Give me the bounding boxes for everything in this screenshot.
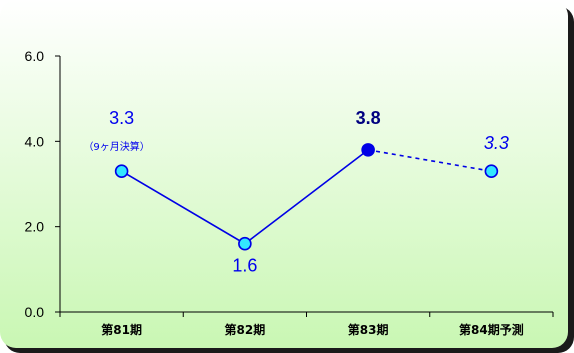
x-tick-label: 第83期 (348, 322, 389, 337)
y-tick-label: 0.0 (25, 304, 45, 320)
data-label: 1.6 (232, 256, 257, 276)
data-label: 3.3 (109, 108, 134, 128)
x-tick-label: 第81期 (101, 322, 142, 337)
y-tick-label: 2.0 (25, 219, 45, 235)
y-tick-label: 6.0 (25, 48, 45, 64)
series (114, 143, 499, 251)
data-point (484, 164, 499, 178)
x-tick-label: 第82期 (225, 322, 266, 337)
chart-background (0, 0, 568, 348)
axes: 0.0 2.0 4.0 6.0 第81期 第82期 第83期 第84期予測 (25, 48, 554, 337)
data-point (361, 143, 375, 157)
data-label: 3.3 (484, 133, 509, 153)
data-point (114, 164, 129, 178)
labels: 3.3 1.6 3.8 3.3 （9ヶ月決算） (83, 108, 508, 276)
x-tick-label: 第84期予測 (459, 322, 524, 337)
y-tick-label: 4.0 (25, 133, 45, 149)
data-label: 3.8 (356, 108, 381, 128)
data-annotation: （9ヶ月決算） (83, 140, 149, 153)
data-point (238, 236, 252, 251)
series-line-forecast (367, 149, 492, 172)
